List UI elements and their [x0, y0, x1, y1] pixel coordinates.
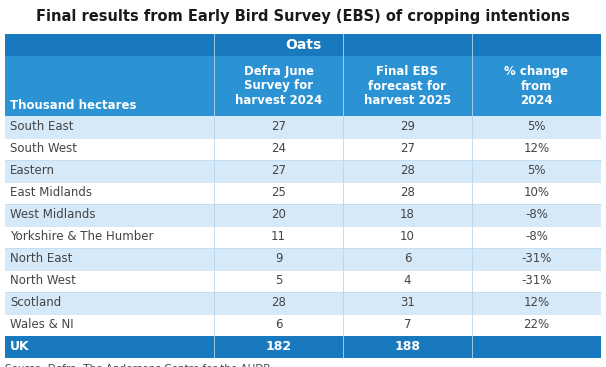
Text: 12%: 12% — [524, 142, 550, 156]
Text: -8%: -8% — [525, 230, 548, 243]
Text: Oats: Oats — [285, 38, 321, 52]
Bar — [5, 314, 601, 336]
Text: North East: North East — [10, 252, 72, 265]
Text: 31: 31 — [400, 297, 415, 309]
Bar — [5, 270, 601, 292]
Text: 6: 6 — [404, 252, 411, 265]
Text: 27: 27 — [400, 142, 415, 156]
Text: South East: South East — [10, 120, 73, 134]
Text: -31%: -31% — [521, 275, 551, 287]
Text: Defra June
Survey for
harvest 2024: Defra June Survey for harvest 2024 — [235, 65, 322, 107]
Bar — [5, 116, 601, 138]
Bar — [5, 292, 601, 314]
Text: West Midlands: West Midlands — [10, 208, 96, 222]
Bar — [5, 182, 601, 204]
Text: Source: Defra, The Andersons Centre for the AHDB: Source: Defra, The Andersons Centre for … — [5, 364, 270, 367]
Bar — [5, 56, 601, 116]
Text: 20: 20 — [271, 208, 286, 222]
Bar — [5, 226, 601, 248]
Text: 5%: 5% — [527, 164, 546, 178]
Text: 10%: 10% — [524, 186, 550, 200]
Text: 28: 28 — [400, 186, 415, 200]
Bar — [5, 34, 601, 56]
Bar — [5, 336, 601, 358]
Text: Final EBS
forecast for
harvest 2025: Final EBS forecast for harvest 2025 — [364, 65, 451, 107]
Text: UK: UK — [10, 341, 30, 353]
Text: Scotland: Scotland — [10, 297, 61, 309]
Text: 24: 24 — [271, 142, 286, 156]
Text: 6: 6 — [275, 319, 282, 331]
Text: 27: 27 — [271, 164, 286, 178]
Text: 9: 9 — [275, 252, 282, 265]
Text: % change
from
2024: % change from 2024 — [505, 65, 568, 107]
Bar — [5, 248, 601, 270]
Text: 28: 28 — [271, 297, 286, 309]
Bar — [0, 0, 606, 34]
Text: 7: 7 — [404, 319, 411, 331]
Text: Yorkshire & The Humber: Yorkshire & The Humber — [10, 230, 153, 243]
Text: Final results from Early Bird Survey (EBS) of cropping intentions: Final results from Early Bird Survey (EB… — [36, 10, 570, 25]
Text: 12%: 12% — [524, 297, 550, 309]
Text: 25: 25 — [271, 186, 286, 200]
Text: 4: 4 — [404, 275, 411, 287]
Text: 27: 27 — [271, 120, 286, 134]
Text: 29: 29 — [400, 120, 415, 134]
Text: Wales & NI: Wales & NI — [10, 319, 73, 331]
Text: Thousand hectares: Thousand hectares — [10, 99, 136, 112]
Text: 11: 11 — [271, 230, 286, 243]
Text: 188: 188 — [395, 341, 421, 353]
Text: 10: 10 — [400, 230, 415, 243]
Text: -31%: -31% — [521, 252, 551, 265]
Text: 22%: 22% — [524, 319, 550, 331]
Text: 182: 182 — [265, 341, 291, 353]
Bar — [5, 138, 601, 160]
Text: 18: 18 — [400, 208, 415, 222]
Text: South West: South West — [10, 142, 77, 156]
Text: Eastern: Eastern — [10, 164, 55, 178]
Bar — [5, 204, 601, 226]
Text: 5: 5 — [275, 275, 282, 287]
Text: East Midlands: East Midlands — [10, 186, 92, 200]
Text: 5%: 5% — [527, 120, 546, 134]
Text: North West: North West — [10, 275, 76, 287]
Text: -8%: -8% — [525, 208, 548, 222]
Bar — [5, 160, 601, 182]
Text: 28: 28 — [400, 164, 415, 178]
